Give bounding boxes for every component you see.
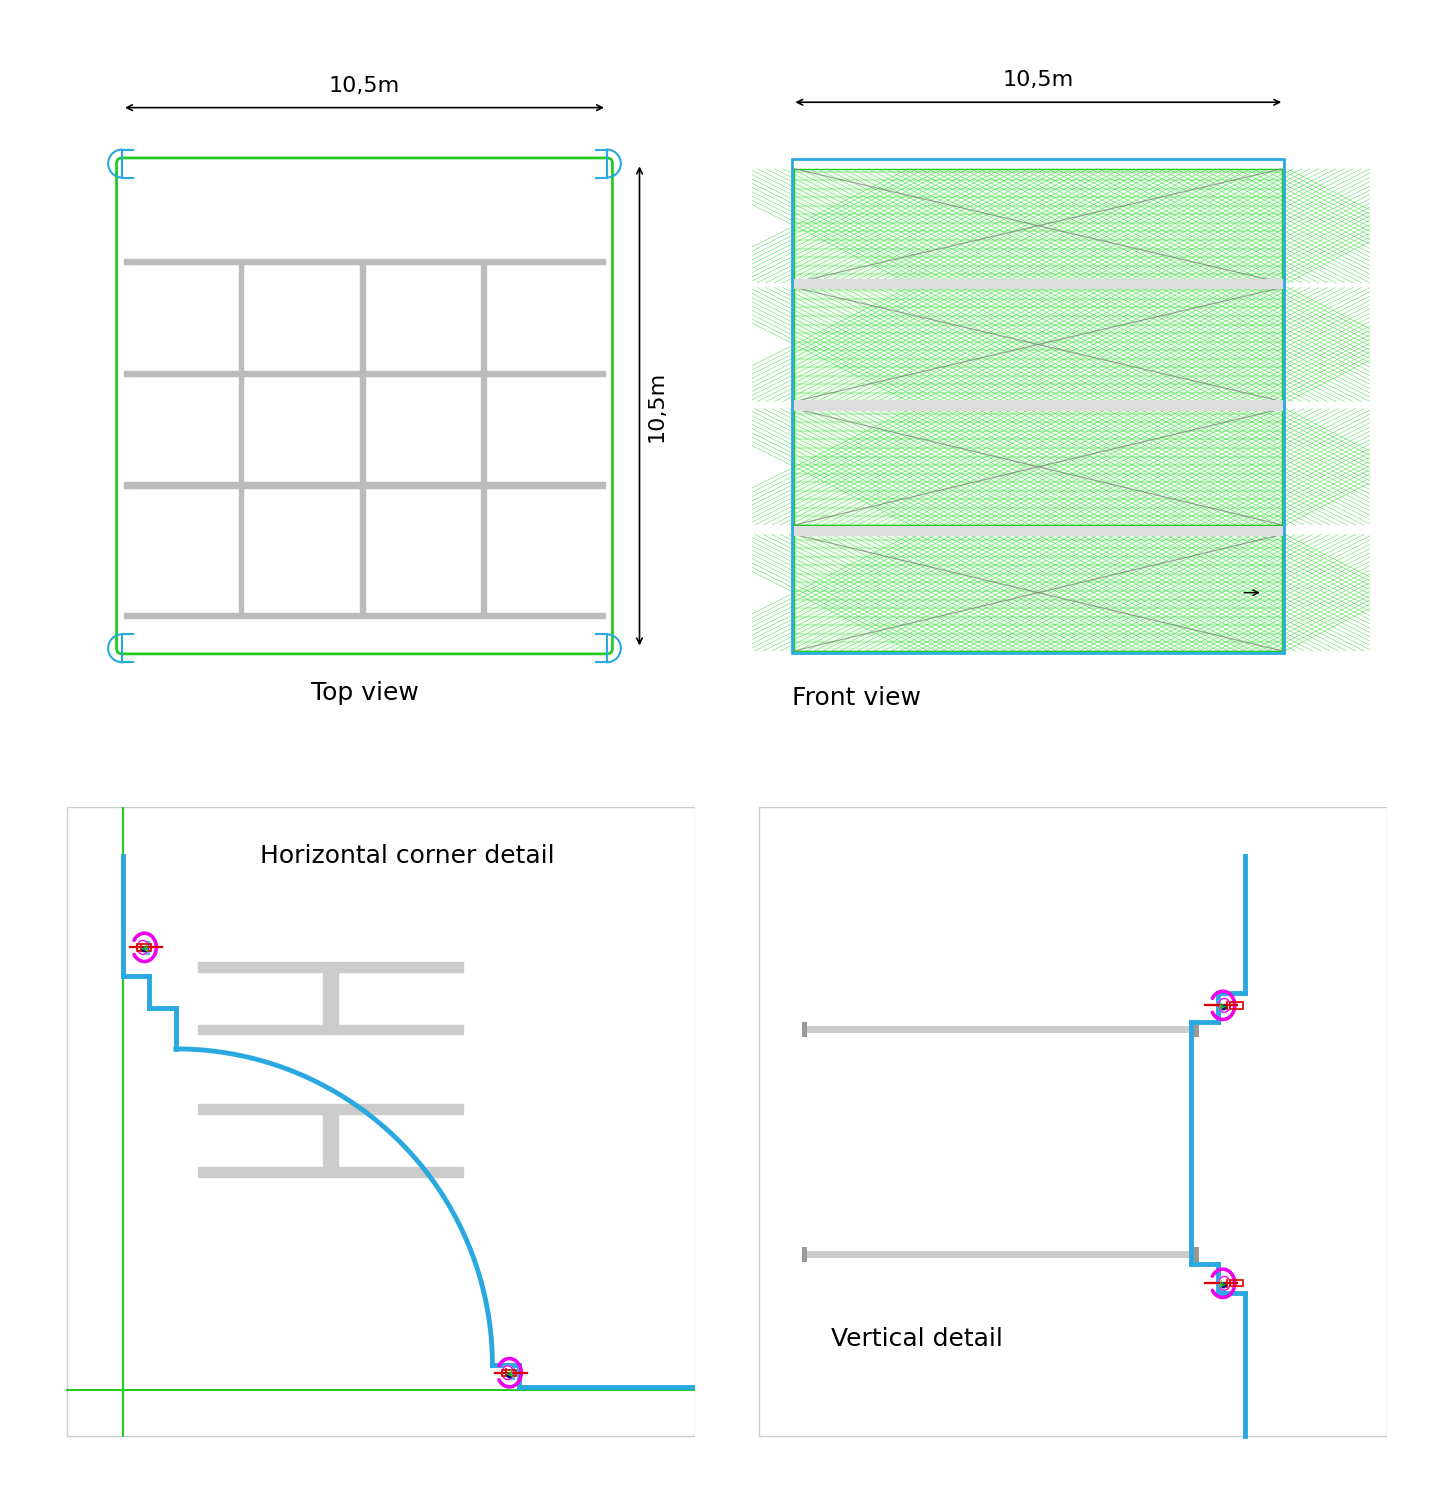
Bar: [792, 160, 1284, 653]
Bar: [792, 400, 1284, 410]
Polygon shape: [1218, 1276, 1230, 1291]
Bar: [124, 612, 605, 618]
Bar: [1218, 1277, 1224, 1289]
Bar: [1230, 1003, 1244, 1009]
Bar: [124, 483, 605, 489]
Bar: [124, 259, 605, 264]
Bar: [360, 261, 365, 615]
Bar: [197, 1104, 463, 1114]
Text: 10,5m: 10,5m: [329, 75, 400, 97]
Text: Top view: Top view: [310, 682, 419, 704]
Bar: [807, 1252, 1194, 1258]
Text: Vertical detail: Vertical detail: [831, 1327, 1002, 1351]
Bar: [323, 971, 339, 1025]
Bar: [480, 261, 486, 615]
Bar: [794, 288, 1283, 401]
Bar: [792, 279, 1284, 290]
Bar: [1230, 1280, 1244, 1286]
Bar: [143, 941, 149, 955]
Bar: [792, 526, 1284, 537]
Bar: [794, 409, 1283, 525]
Polygon shape: [502, 1366, 513, 1380]
Bar: [1218, 998, 1224, 1012]
Bar: [802, 1022, 807, 1038]
Bar: [794, 169, 1283, 282]
Bar: [502, 1369, 516, 1375]
Bar: [197, 1167, 463, 1176]
Text: Horizontal corner detail: Horizontal corner detail: [260, 843, 555, 867]
Bar: [794, 534, 1283, 651]
Bar: [802, 1247, 807, 1262]
Bar: [508, 1366, 513, 1380]
Text: Front view: Front view: [792, 686, 921, 710]
Polygon shape: [137, 941, 149, 955]
Bar: [1194, 1247, 1200, 1262]
Bar: [197, 962, 463, 971]
Bar: [197, 1025, 463, 1034]
Text: 10,5m: 10,5m: [1002, 71, 1074, 90]
Bar: [323, 1114, 339, 1167]
Bar: [794, 169, 1283, 282]
Bar: [1194, 1022, 1200, 1038]
Bar: [124, 371, 605, 375]
Bar: [794, 288, 1283, 401]
Bar: [794, 409, 1283, 525]
Text: 10,5m: 10,5m: [646, 371, 666, 442]
Polygon shape: [1218, 998, 1230, 1012]
Bar: [807, 1025, 1194, 1033]
Bar: [794, 534, 1283, 651]
Bar: [239, 261, 243, 615]
Bar: [137, 944, 152, 950]
